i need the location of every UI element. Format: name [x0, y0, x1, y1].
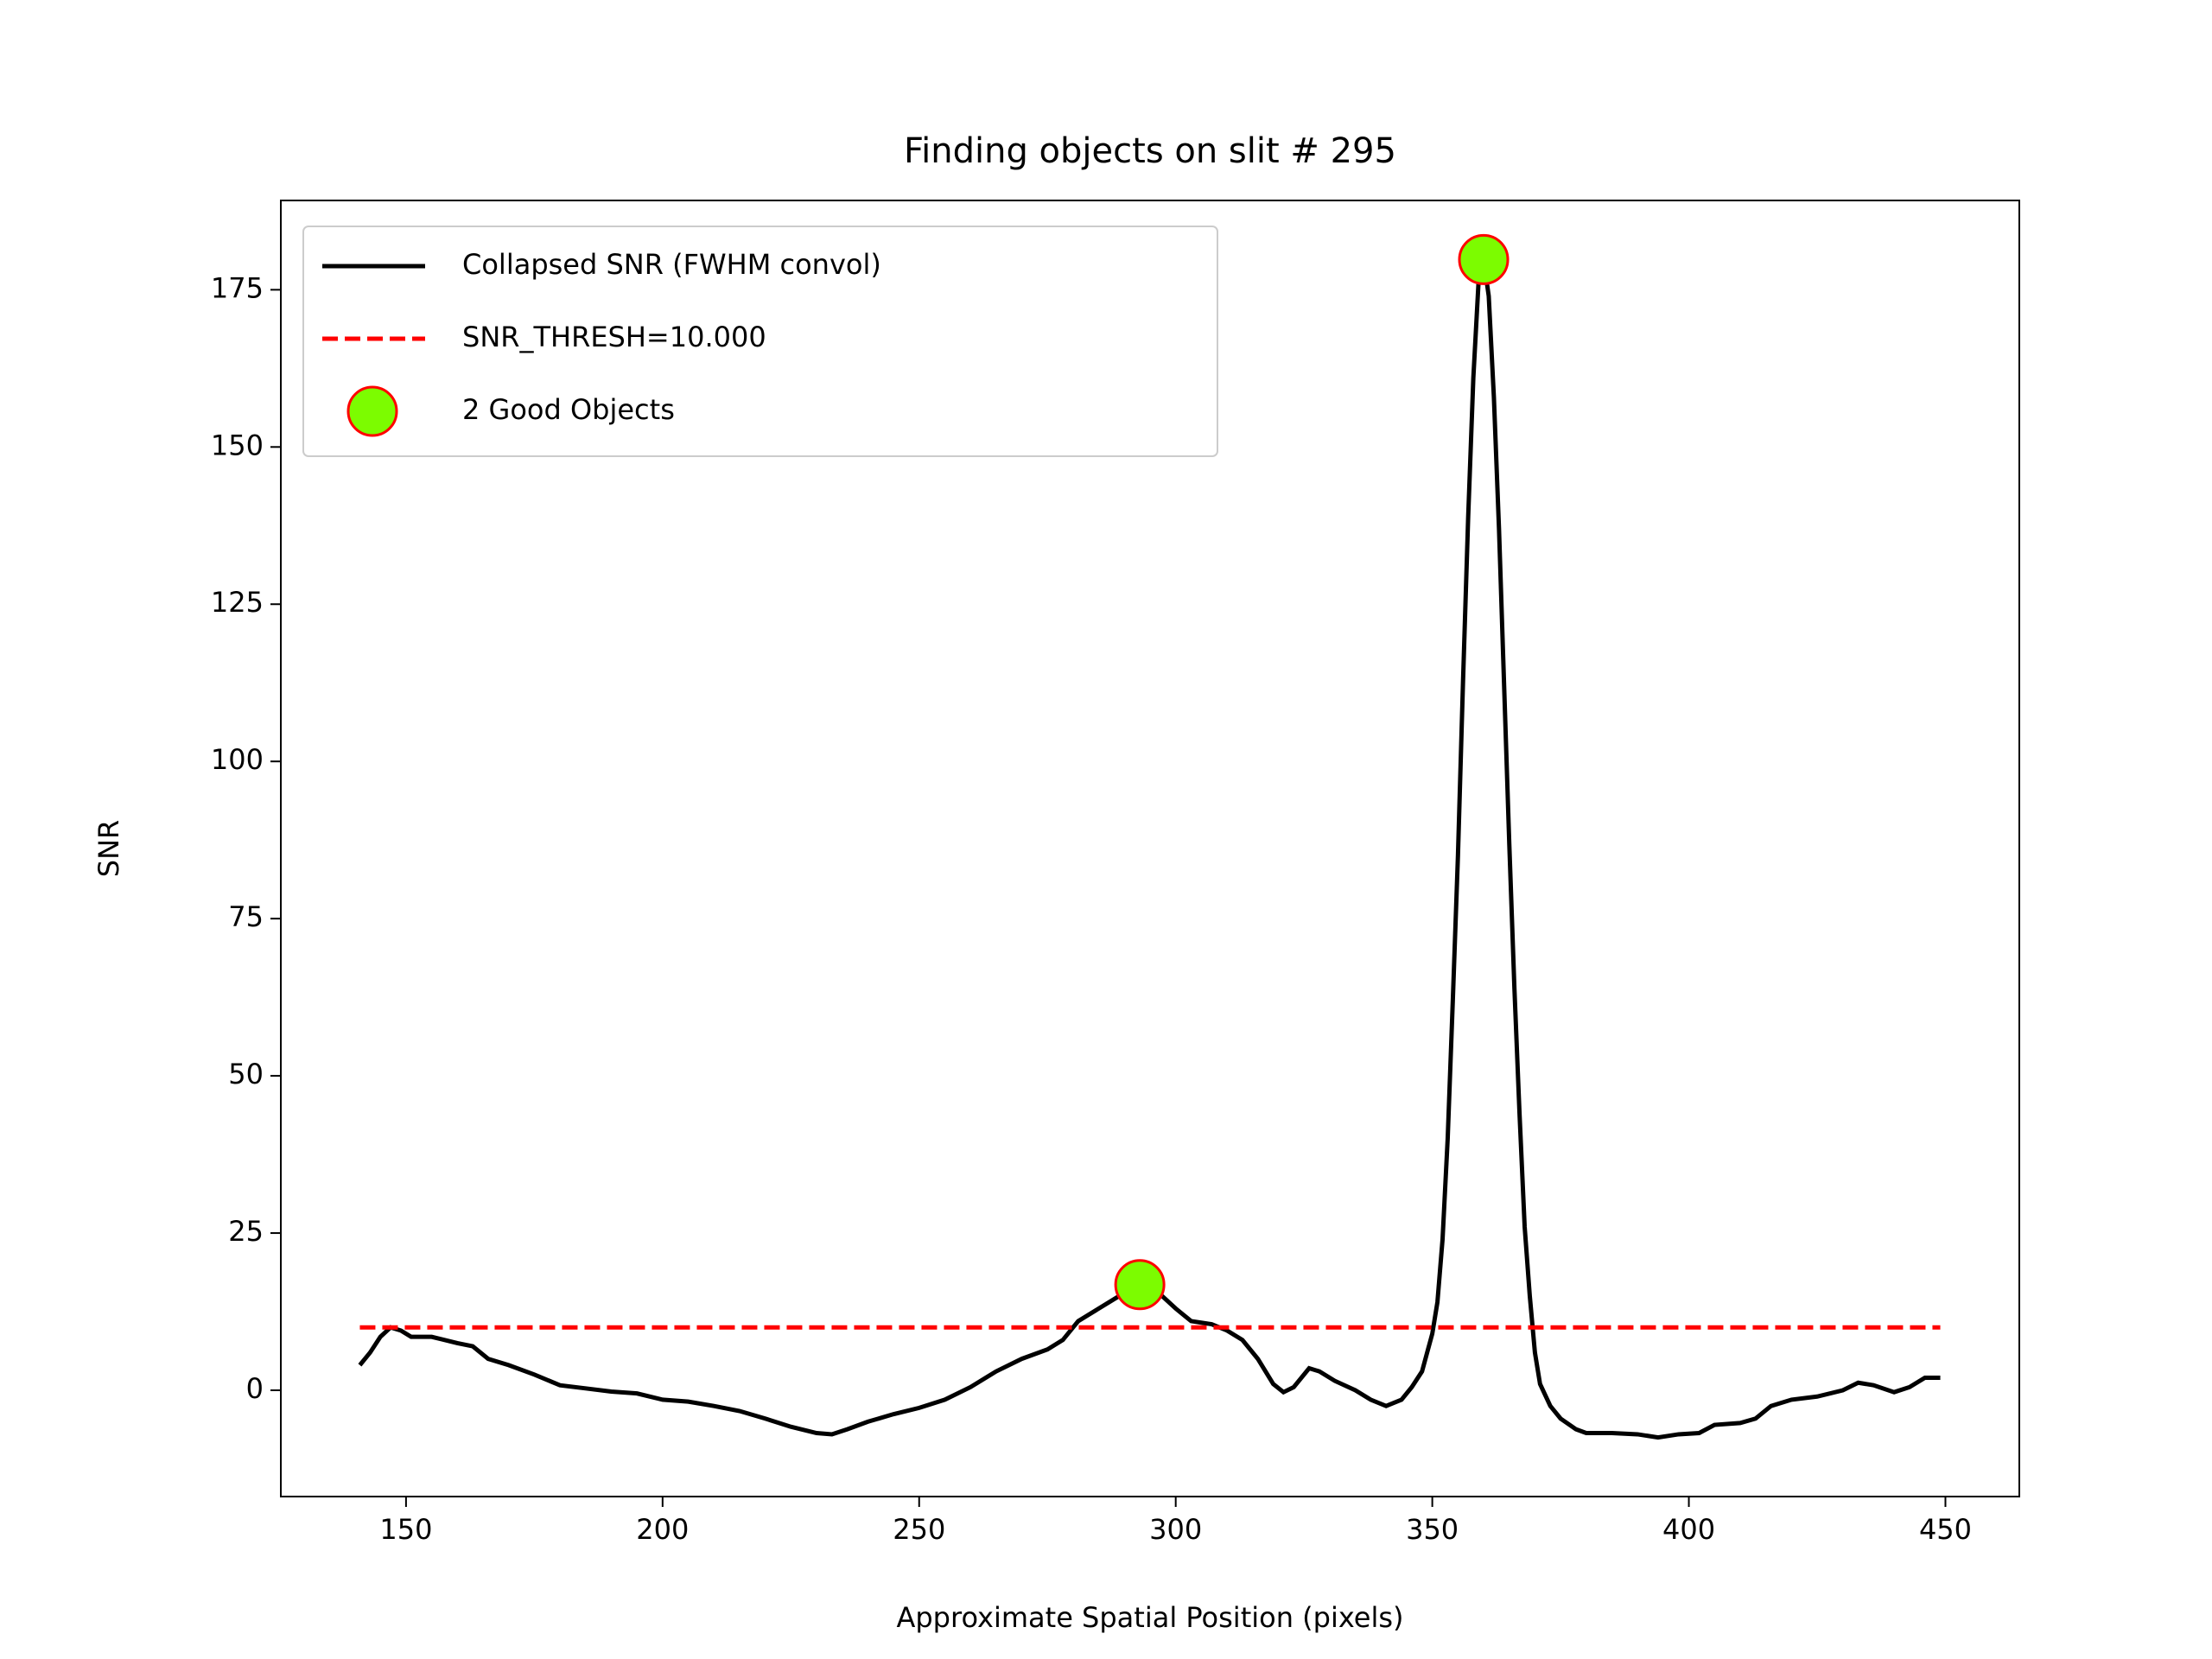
object-marker	[1458, 233, 1510, 285]
legend-label: 2 Good Objects	[462, 393, 675, 426]
y-tick-label: 75	[228, 900, 264, 933]
legend-marker	[346, 385, 398, 437]
x-tick-label: 350	[1406, 1513, 1459, 1546]
object-marker	[1114, 1259, 1166, 1311]
x-tick-label: 250	[893, 1513, 945, 1546]
y-tick-label: 50	[228, 1058, 264, 1090]
plot-frame	[280, 200, 2020, 1497]
snr-line	[358, 258, 1941, 1440]
x-tick-label: 200	[636, 1513, 689, 1546]
x-axis-label: Approximate Spatial Position (pixels)	[896, 1601, 1403, 1634]
y-axis-label: SNR	[92, 820, 125, 877]
x-tick-label: 450	[1919, 1513, 1972, 1546]
plot-area	[358, 233, 1941, 1440]
y-tick-label: 100	[211, 743, 264, 776]
x-tick-label: 400	[1662, 1513, 1715, 1546]
x-tick-label: 150	[379, 1513, 432, 1546]
y-tick-label: 150	[211, 429, 264, 461]
y-tick-label: 25	[228, 1215, 264, 1248]
legend-label: Collapsed SNR (FWHM convol)	[462, 248, 881, 281]
legend: Collapsed SNR (FWHM convol) SNR_THRESH=10…	[302, 226, 1218, 457]
legend-box	[302, 226, 1218, 457]
y-tick-label: 125	[211, 586, 264, 619]
chart-title: Finding objects on slit # 295	[904, 131, 1396, 171]
y-tick-label: 175	[211, 271, 264, 304]
y-tick-label: 0	[246, 1372, 264, 1405]
x-tick-label: 300	[1149, 1513, 1202, 1546]
legend-label: SNR_THRESH=10.000	[462, 321, 766, 353]
